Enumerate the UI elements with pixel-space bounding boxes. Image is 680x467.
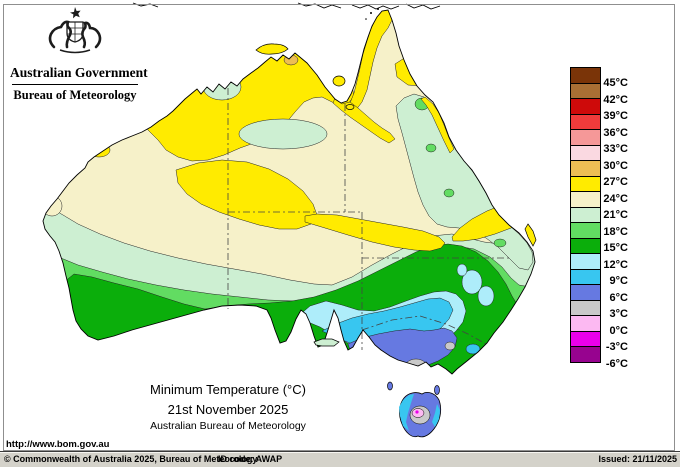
legend-label-15degC: 15°C [603,242,628,254]
status-bar: © Commonwealth of Australia 2025, Bureau… [0,451,680,467]
legend-label-39degC: 39°C [603,110,628,122]
map-org: Australian Bureau of Meteorology [150,420,306,432]
legend-label-6degC: 6°C [609,291,628,304]
region-palecyan-alpine-1 [461,269,483,295]
island-mornington [345,104,355,110]
island-kangaroo [313,338,340,347]
map-date: 21st November 2025 [167,402,289,417]
coat-of-arms-icon [48,7,102,54]
region-lg-spot-2 [425,143,437,153]
region-cyan-se-coast [465,343,481,355]
state-borders [227,88,510,350]
legend-label-24degC: 24°C [603,192,628,205]
legend-label-21degC: 21°C [603,209,628,221]
region-cream-coast-2 [50,181,64,195]
region-gray-vic-2 [404,358,428,374]
region-tas-cyan-east [432,404,440,427]
region-yellow-streak [304,213,446,252]
legend-label-12degC: 12°C [603,258,628,271]
region-lg-spot-3 [443,188,455,198]
map-title: Minimum Temperature (°C) [150,382,306,397]
legend-label-36degC: 36°C [603,126,628,139]
region-gray-vic-3 [444,341,456,351]
legend-label-9degC: 9°C [609,275,628,287]
legend-label-30degC: 30°C [603,159,628,172]
legend-label-42degC: 42°C [603,93,628,106]
region-lg-spot-5 [493,238,507,248]
government-label: Australian Government [10,65,148,80]
legend-label--3degC: -3°C [605,341,628,353]
region-tas-magenta [415,410,419,414]
legend-label-27degC: 27°C [603,176,628,188]
logo-block: Australian Government Bureau of Meteorol… [10,6,148,103]
region-mint-barkly [238,118,328,150]
bureau-label: Bureau of Meteorology [13,88,137,102]
title-block: Minimum Temperature (°C) 21st November 2… [108,382,348,432]
australia-temperature-map [42,2,537,438]
issued-text: Issued: 21/11/2025 [598,454,677,464]
neighbour-coast-fragments [132,2,441,10]
island-melville [255,43,289,55]
legend-label-45degC: 45°C [603,77,628,89]
region-cream-coast-1 [43,195,63,217]
island-fraser [524,223,537,247]
legend [570,67,601,363]
islands [255,43,537,395]
copyright-text: © Commonwealth of Australia 2025, Bureau… [4,454,258,464]
region-palecyan-alpine-3 [456,263,468,277]
tasmania [399,392,442,438]
island-groote [332,75,346,87]
legend-label-0degC: 0°C [609,324,628,337]
region-yellow-westcoast [87,142,111,158]
legend-swatch-18 [570,346,601,363]
region-tas-cyan-west [399,394,414,431]
legend-label--6degC: -6°C [605,357,628,370]
legend-label-3degC: 3°C [609,308,628,320]
island-flinders [434,385,440,395]
island-king [387,381,393,391]
region-palecyan-alpine-2 [477,285,495,307]
legend-labels: 45°C 42°C 39°C 36°C 33°C 30°C 27°C 24°C 21°C 18°C… [584,0,630,400]
legend-label-18degC: 18°C [603,225,628,238]
logo-divider [12,84,138,85]
mainland-coastline [42,9,536,375]
bom-url: http://www.bom.gov.au [6,439,110,450]
id-code-text: ID code: AWAP [218,454,283,464]
legend-label-33degC: 33°C [603,143,628,155]
